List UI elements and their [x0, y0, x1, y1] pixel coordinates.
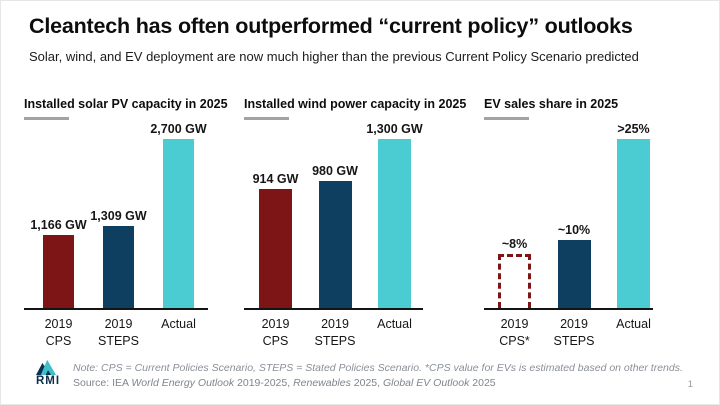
page-number: 1 — [687, 379, 693, 390]
x-axis-labels: 2019 CPS* 2019 STEPS Actual — [484, 316, 653, 350]
x-axis-label-2019-steps: 2019 STEPS — [98, 317, 139, 348]
bar-2019-cps-estimated-dashed — [498, 254, 531, 308]
bar-value-label: 1,309 GW — [90, 209, 147, 223]
bar-value-label: ~8% — [501, 237, 528, 251]
bar-2019-steps — [318, 181, 352, 308]
bar-actual — [378, 139, 411, 308]
rmi-logo-text: RMI — [35, 375, 61, 387]
bar-actual — [163, 139, 194, 308]
bar-value-label: ~10% — [557, 223, 591, 237]
chart-title: Installed wind power capacity in 2025 — [244, 97, 467, 111]
page-title: Cleantech has often outperformed “curren… — [29, 14, 633, 38]
source-line: Source: IEA World Energy Outlook 2019-20… — [73, 377, 496, 389]
bar-value-label: 1,166 GW — [30, 218, 87, 232]
bar-2019-steps — [557, 240, 591, 308]
x-axis-label-2019-cps: 2019 CPS — [261, 317, 290, 348]
bar-2019-cps — [259, 189, 292, 308]
bar-group-actual: >25% — [617, 122, 650, 308]
bar-2019-steps — [103, 226, 134, 308]
x-axis-labels: 2019 CPS 2019 STEPS Actual — [24, 316, 208, 350]
bar-group-2019-cps: 914 GW — [253, 172, 298, 308]
note-line: Note: CPS = Current Policies Scenario, S… — [73, 362, 683, 374]
bar-2019-cps — [43, 235, 74, 308]
title-underline — [244, 117, 289, 120]
x-axis-label-2019-cps: 2019 CPS — [44, 317, 73, 348]
bar-group-2019-steps: 1,309 GW — [90, 209, 147, 308]
title-underline — [24, 117, 69, 120]
bar-group-actual: 2,700 GW — [150, 122, 207, 308]
x-axis-label-2019-steps: 2019 STEPS — [553, 317, 595, 348]
bar-value-label: 1,300 GW — [366, 122, 423, 136]
bar-value-label: >25% — [617, 122, 650, 136]
x-axis-label-2019-cps: 2019 CPS* — [499, 317, 530, 348]
x-axis-label-2019-steps: 2019 STEPS — [314, 317, 356, 348]
bar-group-actual: 1,300 GW — [366, 122, 423, 308]
chart-wind-power: Installed wind power capacity in 2025 91… — [244, 96, 467, 350]
chart-ev-sales: EV sales share in 2025 ~8% ~10% >25% 201… — [484, 96, 653, 350]
title-underline — [484, 117, 529, 120]
bar-group-2019-steps: ~10% — [557, 223, 591, 308]
mountain-logo-icon — [31, 359, 65, 375]
plot-area: 914 GW 980 GW 1,300 GW — [244, 120, 423, 310]
chart-solar-pv: Installed solar PV capacity in 2025 1,16… — [24, 96, 228, 350]
page-subtitle: Solar, wind, and EV deployment are now m… — [29, 49, 639, 64]
bar-group-2019-cps-estimated: ~8% — [498, 237, 531, 308]
x-axis-label-actual: Actual — [377, 317, 412, 331]
x-axis-label-actual: Actual — [616, 317, 651, 331]
bar-group-2019-cps: 1,166 GW — [30, 218, 87, 308]
bar-value-label: 2,700 GW — [150, 122, 207, 136]
chart-title: Installed solar PV capacity in 2025 — [24, 97, 228, 111]
plot-area: 1,166 GW 1,309 GW 2,700 GW — [24, 120, 208, 310]
bar-actual — [617, 139, 650, 308]
plot-area: ~8% ~10% >25% — [484, 120, 653, 310]
bar-value-label: 914 GW — [252, 172, 299, 186]
rmi-logo: RMI — [31, 359, 65, 387]
x-axis-labels: 2019 CPS 2019 STEPS Actual — [244, 316, 423, 350]
x-axis-label-actual: Actual — [161, 317, 196, 331]
bar-group-2019-steps: 980 GW — [312, 164, 358, 308]
bar-value-label: 980 GW — [312, 164, 358, 178]
chart-title: EV sales share in 2025 — [484, 97, 619, 111]
